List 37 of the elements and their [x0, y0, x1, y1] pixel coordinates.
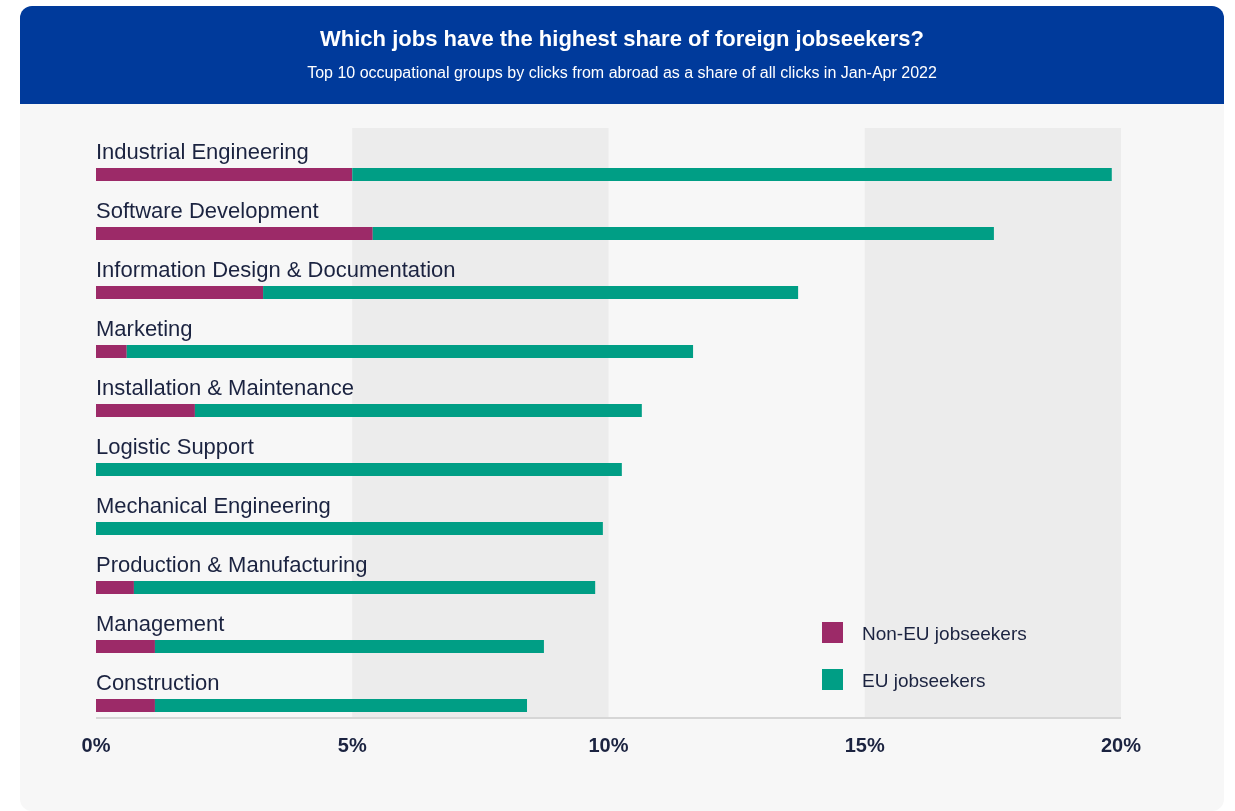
bar — [154, 640, 544, 653]
bar — [96, 522, 603, 535]
y-tick-label: Production & Manufacturing — [96, 552, 368, 577]
x-tick-label: 0% — [81, 734, 111, 756]
bar — [96, 640, 155, 653]
y-tick-label: Software Development — [96, 198, 319, 223]
bar — [263, 286, 799, 299]
y-tick-label: Industrial Engineering — [96, 139, 309, 164]
x-tick-label: 20% — [1100, 734, 1142, 756]
chart-subtitle: Top 10 occupational groups by clicks from abroad as a share of all clicks in Jan-Apr 2022 — [307, 64, 937, 81]
bar — [96, 404, 195, 417]
bar — [96, 699, 155, 712]
bar — [96, 581, 134, 594]
bar — [352, 168, 1112, 181]
x-tick-label: 15% — [844, 734, 885, 756]
bar — [194, 404, 642, 417]
y-tick-label: Construction — [96, 670, 220, 695]
bar — [126, 345, 694, 358]
y-tick-label: Logistic Support — [96, 434, 254, 459]
legend-label: Non-EU jobseekers — [862, 623, 1027, 644]
y-tick-label: Information Design & Documentation — [96, 257, 456, 282]
x-tick-label: 10% — [588, 734, 629, 756]
y-tick-label: Management — [96, 611, 225, 636]
x-tick-label: 5% — [337, 734, 367, 756]
bar — [96, 463, 622, 476]
bar — [96, 286, 264, 299]
bar — [96, 345, 127, 358]
y-tick-label: Installation & Maintenance — [96, 375, 355, 400]
bar — [154, 699, 528, 712]
y-tick-label: Mechanical Engineering — [96, 493, 331, 518]
y-tick-label: Marketing — [96, 316, 193, 341]
bar — [96, 168, 353, 181]
chart-title: Which jobs have the highest share of foreign jobseekers? — [320, 26, 924, 51]
legend-label: EU jobseekers — [862, 670, 986, 691]
bar — [372, 227, 994, 240]
bar — [133, 581, 596, 594]
bar — [96, 227, 373, 240]
